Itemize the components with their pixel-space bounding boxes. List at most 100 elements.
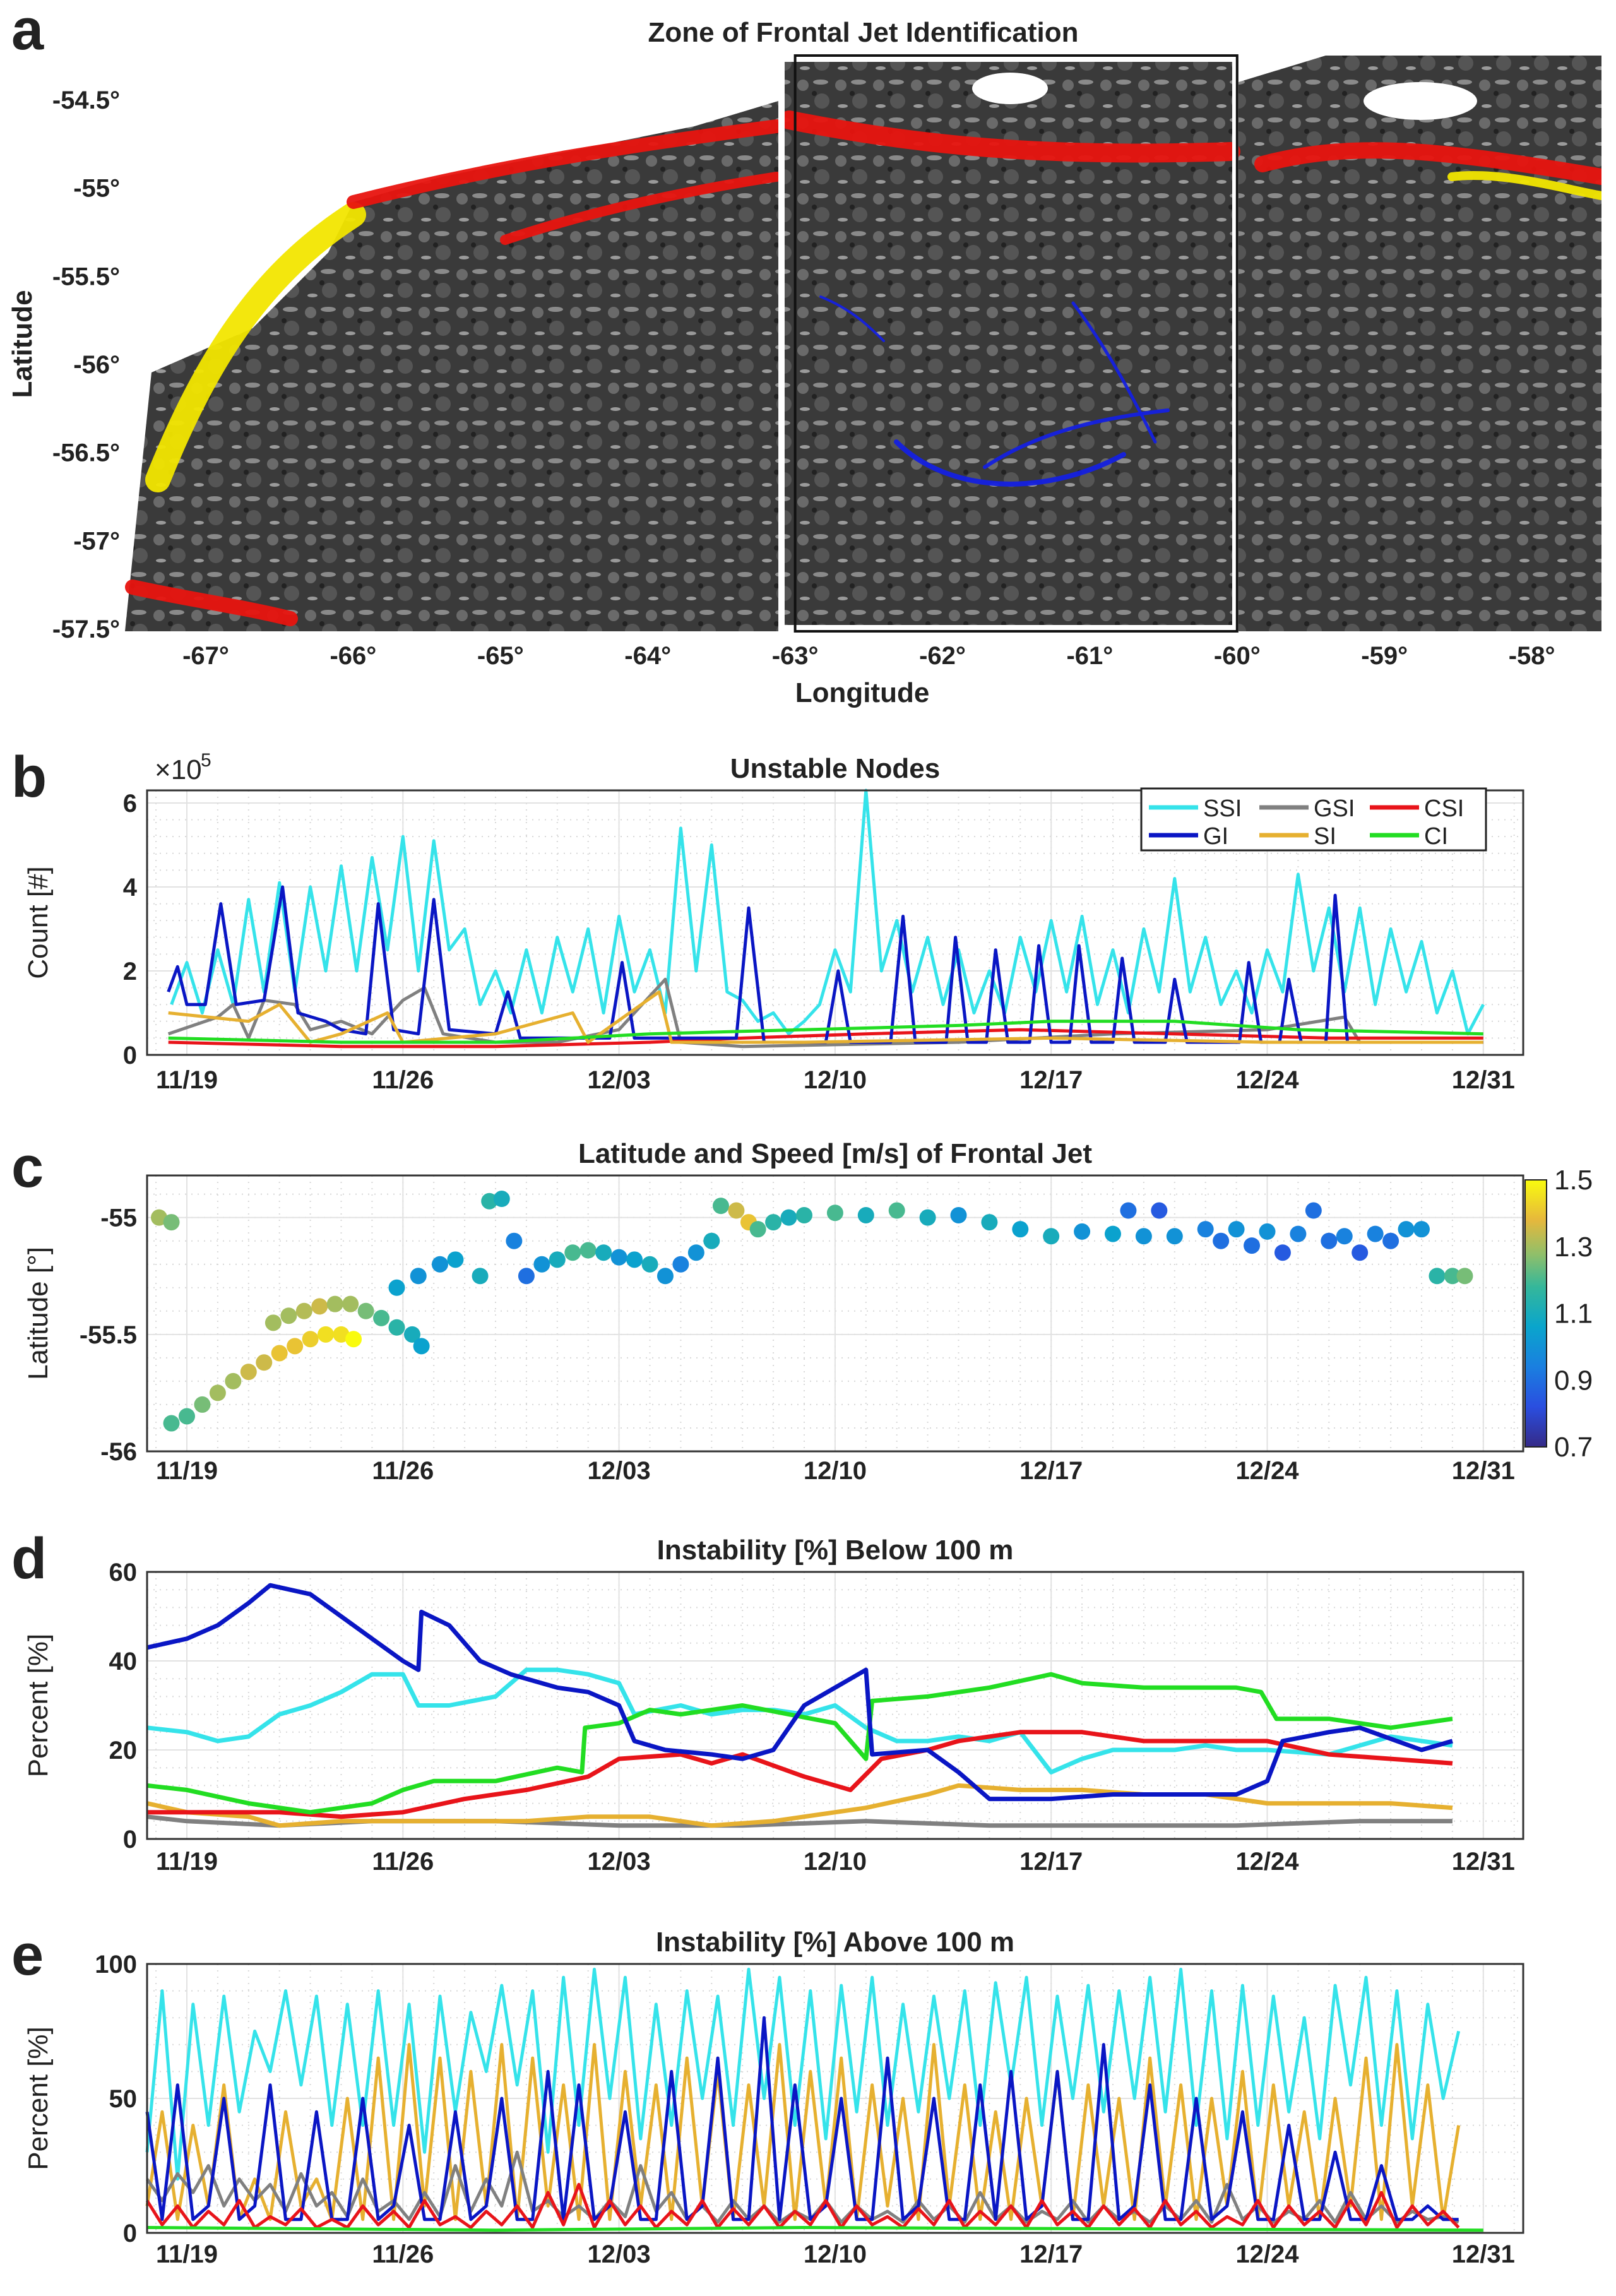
series-line-ci bbox=[146, 1672, 1453, 1815]
legend-label-gsi: GSI bbox=[1314, 795, 1355, 822]
panel-d: 11/19 11/26 12/03 12/10 12/17 12/24 12/31 0 20 40… bbox=[23, 1535, 1524, 1876]
x-tick-label: 12/03 bbox=[588, 1457, 651, 1485]
jet-point bbox=[194, 1396, 211, 1413]
x-tick-label: 12/10 bbox=[804, 2240, 867, 2268]
jet-point bbox=[1259, 1223, 1276, 1240]
jet-point bbox=[1074, 1223, 1091, 1240]
jet-point bbox=[641, 1256, 658, 1273]
colorbar-tick-label: 0.9 bbox=[1554, 1365, 1593, 1396]
colorbar-tick-label: 1.5 bbox=[1554, 1165, 1593, 1196]
red-front-streak bbox=[1254, 142, 1601, 185]
y-tick-label: 60 bbox=[109, 1559, 138, 1586]
jet-point bbox=[672, 1256, 689, 1273]
x-tick-label: 12/10 bbox=[804, 1848, 867, 1876]
y-tick-label: 50 bbox=[109, 2085, 138, 2113]
jet-point bbox=[549, 1251, 566, 1268]
y-tick-label: -55 bbox=[100, 1205, 137, 1232]
blue-front-arc bbox=[819, 295, 885, 342]
map-area bbox=[125, 56, 1601, 631]
jet-point bbox=[388, 1319, 405, 1336]
y-axis-label: Percent [%] bbox=[23, 1634, 54, 1777]
axes-frame bbox=[146, 789, 1524, 1056]
jet-point bbox=[506, 1232, 523, 1249]
zone-box-inner bbox=[778, 56, 1239, 631]
jet-point bbox=[1367, 1225, 1384, 1242]
jet-point bbox=[225, 1372, 242, 1389]
jet-point bbox=[373, 1309, 390, 1326]
jet-point bbox=[271, 1345, 288, 1362]
series-line-ssi bbox=[145, 1968, 1461, 2181]
jet-point bbox=[472, 1268, 489, 1285]
red-front-streak bbox=[500, 172, 781, 245]
jet-point bbox=[150, 1209, 167, 1226]
jet-point bbox=[326, 1295, 343, 1312]
y-tick-label: 6 bbox=[123, 790, 137, 818]
jet-point bbox=[163, 1214, 180, 1231]
legend-label-ci: CI bbox=[1424, 823, 1448, 850]
y-tick-label: 40 bbox=[109, 1648, 138, 1675]
panel-label-e: e bbox=[11, 1923, 44, 1987]
jet-point bbox=[564, 1244, 581, 1261]
jet-point bbox=[179, 1408, 195, 1425]
y-tick-label: -56.5° bbox=[52, 439, 120, 467]
jet-point bbox=[403, 1326, 420, 1343]
jet-point bbox=[357, 1302, 374, 1319]
series-line-ssi bbox=[170, 788, 1485, 1036]
jet-point bbox=[1321, 1232, 1338, 1249]
jet-point bbox=[1151, 1202, 1168, 1219]
jet-point bbox=[287, 1338, 304, 1355]
jet-point bbox=[1274, 1244, 1291, 1261]
x-tick-label: -67° bbox=[182, 642, 229, 670]
jet-point bbox=[1244, 1237, 1261, 1254]
legend-label-ssi: SSI bbox=[1203, 795, 1242, 822]
chart-title: Instability [%] Above 100 m bbox=[656, 1927, 1014, 1958]
axes-frame bbox=[146, 1174, 1524, 1453]
x-tick-label: 12/31 bbox=[1452, 1848, 1515, 1876]
jet-point bbox=[712, 1198, 729, 1215]
x-tick-label: 12/31 bbox=[1452, 1457, 1515, 1485]
x-tick-label: 12/03 bbox=[588, 2240, 651, 2268]
y-axis-label: Count [#] bbox=[23, 866, 54, 979]
series-line-ci bbox=[146, 2226, 1483, 2232]
axes-frame bbox=[146, 1963, 1524, 2234]
y-tick-label: -55° bbox=[73, 175, 120, 203]
x-tick-label: -61° bbox=[1066, 642, 1113, 670]
x-tick-label: 12/24 bbox=[1235, 1066, 1299, 1094]
x-tick-label: 11/26 bbox=[372, 2240, 434, 2268]
jet-point bbox=[413, 1338, 430, 1355]
chart-title: Unstable Nodes bbox=[730, 753, 941, 784]
jet-point bbox=[1444, 1268, 1461, 1285]
colorbar bbox=[1524, 1179, 1547, 1448]
chart-title: Zone of Frontal Jet Identification bbox=[648, 17, 1079, 48]
jet-point bbox=[1352, 1244, 1369, 1261]
axes-frame bbox=[146, 1571, 1524, 1840]
jet-point bbox=[579, 1242, 597, 1259]
panel-label-c: c bbox=[11, 1135, 44, 1199]
series-line-csi bbox=[145, 2182, 1460, 2229]
series-line-ci bbox=[168, 1020, 1483, 1044]
x-tick-label: -58° bbox=[1509, 642, 1555, 670]
jet-point bbox=[256, 1354, 273, 1371]
y-tick-label: -56° bbox=[73, 351, 120, 379]
jet-point bbox=[1012, 1221, 1029, 1238]
jet-point bbox=[163, 1415, 180, 1432]
red-front-streak bbox=[125, 580, 298, 626]
jet-point bbox=[481, 1193, 498, 1210]
panel-label-d: d bbox=[11, 1526, 47, 1591]
jet-point bbox=[656, 1268, 674, 1285]
jet-point bbox=[626, 1251, 643, 1268]
jet-point bbox=[1166, 1228, 1183, 1245]
jet-point bbox=[796, 1206, 812, 1223]
panel-e: 11/19 11/26 12/03 12/10 12/17 12/24 12/31 0 50 10… bbox=[23, 1927, 1524, 2268]
jet-point bbox=[1413, 1221, 1430, 1238]
jet-point bbox=[765, 1214, 782, 1231]
x-tick-label: 11/19 bbox=[156, 2240, 218, 2268]
jet-point bbox=[1456, 1268, 1473, 1285]
land-patch bbox=[972, 73, 1048, 104]
colorbar-tick-label: 1.3 bbox=[1554, 1232, 1593, 1263]
jet-point bbox=[728, 1202, 745, 1219]
jet-point bbox=[240, 1364, 257, 1381]
jet-point bbox=[1382, 1232, 1399, 1249]
jet-point bbox=[1043, 1228, 1060, 1245]
jet-point bbox=[1135, 1228, 1152, 1245]
